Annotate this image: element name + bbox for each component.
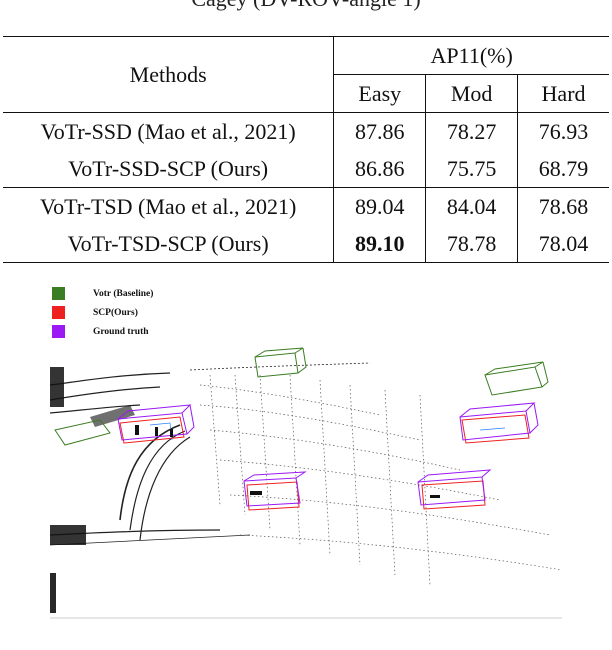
legend-item-ground-truth: Ground truth [52, 322, 153, 341]
method-cell: VoTr-TSD-SCP (Ours) [3, 225, 335, 263]
point-cloud-visualization [50, 347, 562, 619]
caption-fragment: Cagey (DV-ROV-angle 1) [0, 0, 612, 12]
purple-swatch-icon [52, 325, 65, 338]
legend-label: Votr (Baseline) [93, 288, 154, 299]
easy-header: Easy [333, 74, 427, 113]
mod-cell: 84.04 [425, 187, 519, 225]
hard-cell: 78.04 [517, 225, 609, 263]
prediction-boxes [117, 402, 539, 511]
mod-cell: 78.78 [425, 225, 519, 263]
ap11-header: AP11(%) [333, 36, 609, 75]
dense-points [50, 367, 135, 613]
easy-cell: 89.04 [333, 187, 427, 225]
hard-cell: 78.68 [517, 187, 609, 225]
legend-label: SCP(Ours) [93, 307, 138, 318]
hard-cell: 68.79 [538, 155, 589, 181]
mod-cell: 75.75 [425, 150, 519, 188]
hard-header: Hard [541, 80, 586, 106]
legend-item-baseline: Votr (Baseline) [52, 284, 153, 303]
easy-cell: 86.86 [333, 150, 427, 188]
methods-header: Methods [3, 36, 335, 113]
legend-item-ours: SCP(Ours) [52, 303, 153, 322]
table-row: VoTr-SSD-SCP (Ours) 86.86 75.75 68.79 [3, 150, 609, 188]
legend: Votr (Baseline) SCP(Ours) Ground truth [52, 284, 153, 341]
baseline-boxes [54, 347, 549, 446]
method-cell: VoTr-SSD (Mao et al., 2021) [3, 112, 335, 150]
table-row: VoTr-TSD (Mao et al., 2021) 89.04 84.04 … [3, 187, 609, 225]
point-cloud-lines [50, 362, 371, 546]
ego-vehicle [135, 425, 440, 498]
method-cell: VoTr-SSD-SCP (Ours) [3, 150, 335, 188]
hard-cell: 76.93 [517, 112, 609, 150]
mod-header: Mod [425, 74, 519, 113]
results-table: Methods AP11(%) Easy Mod Hard VoTr-SSD (… [3, 36, 609, 263]
green-swatch-icon [52, 287, 65, 300]
table-row: VoTr-TSD-SCP (Ours) 89.10 78.78 78.04 [3, 225, 609, 263]
lidar-scan-rings [199, 374, 562, 586]
method-cell: VoTr-TSD (Mao et al., 2021) [3, 187, 335, 225]
red-swatch-icon [52, 306, 65, 319]
mod-cell: 78.27 [425, 112, 519, 150]
table-row: VoTr-SSD (Mao et al., 2021) 87.86 78.27 … [3, 112, 609, 150]
easy-cell: 87.86 [333, 112, 427, 150]
legend-label: Ground truth [93, 326, 149, 337]
easy-cell: 89.10 [333, 225, 427, 263]
